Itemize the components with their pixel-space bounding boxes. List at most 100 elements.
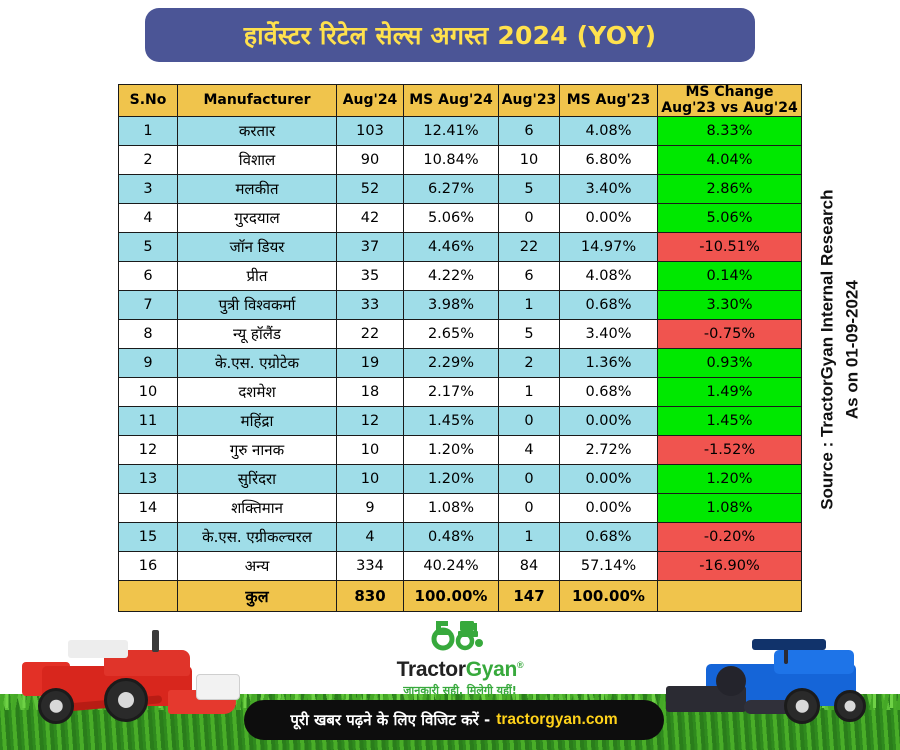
cell-sno: 11: [118, 406, 178, 437]
cell-ms-change: -10.51%: [657, 232, 802, 263]
cell-aug23: 1: [498, 522, 560, 553]
table-row: 13 सुरिंदरा 10 1.20% 0 0.00% 1.20%: [118, 464, 802, 495]
cell-manufacturer: न्यू हॉलैंड: [177, 319, 337, 350]
cell-sno: 4: [118, 203, 178, 234]
footer-band: TractorGyan® जानकारी सही, मिलेगी यहीं! प…: [0, 621, 900, 750]
cell-sno: 5: [118, 232, 178, 263]
logo-word-tractor: Tractor: [396, 658, 466, 681]
cell-ms-aug24: 1.20%: [403, 464, 499, 495]
cell-ms-change: 0.14%: [657, 261, 802, 292]
cell-aug24: 12: [336, 406, 404, 437]
cell-sno: 7: [118, 290, 178, 321]
cell-aug24: 103: [336, 116, 404, 147]
table-row: 15 के.एस. एग्रीकल्चरल 4 0.48% 1 0.68% -0.20%: [118, 522, 802, 553]
column-header-manufacturer: Manufacturer: [177, 83, 337, 118]
cell-ms-change: 0.93%: [657, 348, 802, 379]
cell-ms-aug23: 0.68%: [559, 522, 658, 553]
cell-ms-aug24: 2.29%: [403, 348, 499, 379]
cell-ms-aug24: 5.06%: [403, 203, 499, 234]
cell-ms-aug24: 40.24%: [403, 551, 499, 582]
table-total-row: कुल 830 100.00% 147 100.00%: [118, 580, 802, 613]
source-line-2: As on 01-09-2024: [842, 280, 862, 420]
cell-ms-aug24: 2.17%: [403, 377, 499, 408]
table-row: 2 विशाल 90 10.84% 10 6.80% 4.04%: [118, 145, 802, 176]
total-cell-sno: [118, 580, 178, 613]
cell-sno: 12: [118, 435, 178, 466]
cell-manufacturer: अन्य: [177, 551, 337, 582]
cell-aug24: 33: [336, 290, 404, 321]
cell-aug24: 10: [336, 464, 404, 495]
cell-ms-aug23: 0.00%: [559, 203, 658, 234]
cell-manufacturer: पुत्री विश्वकर्मा: [177, 290, 337, 321]
tractorgyan-logo[interactable]: TractorGyan® जानकारी सही, मिलेगी यहीं!: [370, 617, 550, 698]
cell-ms-change: 2.86%: [657, 174, 802, 205]
cell-ms-aug24: 6.27%: [403, 174, 499, 205]
cell-aug23: 0: [498, 493, 560, 524]
cell-ms-aug24: 1.08%: [403, 493, 499, 524]
column-header-ms-change: MS Change Aug'23 vs Aug'24: [657, 83, 802, 118]
cell-aug24: 37: [336, 232, 404, 263]
table-row: 12 गुरु नानक 10 1.20% 4 2.72% -1.52%: [118, 435, 802, 466]
cell-aug23: 10: [498, 145, 560, 176]
cell-aug24: 90: [336, 145, 404, 176]
column-header-sno: S.No: [118, 83, 178, 118]
cell-ms-change: 8.33%: [657, 116, 802, 147]
logo-word-gyan: Gyan: [465, 658, 518, 681]
cell-ms-aug23: 0.00%: [559, 464, 658, 495]
cell-ms-aug24: 12.41%: [403, 116, 499, 147]
cell-aug23: 22: [498, 232, 560, 263]
total-cell-aug23: 147: [498, 580, 560, 613]
cell-aug24: 9: [336, 493, 404, 524]
harvester-retail-sales-table: S.No Manufacturer Aug'24 MS Aug'24 Aug'2…: [118, 83, 802, 613]
cell-sno: 1: [118, 116, 178, 147]
source-note: Source : TractorGyan Internal Research A…: [805, 100, 875, 600]
cell-ms-change: 1.20%: [657, 464, 802, 495]
table-body: 1 करतार 103 12.41% 6 4.08% 8.33% 2 विशाल 90 10.84%…: [118, 116, 802, 613]
table-header-row: S.No Manufacturer Aug'24 MS Aug'24 Aug'2…: [118, 83, 802, 118]
cell-ms-aug23: 4.08%: [559, 116, 658, 147]
cell-manufacturer: के.एस. एग्रीकल्चरल: [177, 522, 337, 553]
visit-website-cta[interactable]: पूरी खबर पढ़ने के लिए विजिट करें - tract…: [244, 700, 664, 740]
cell-aug23: 4: [498, 435, 560, 466]
cell-ms-aug24: 0.48%: [403, 522, 499, 553]
column-header-aug24: Aug'24: [336, 83, 404, 118]
cell-sno: 10: [118, 377, 178, 408]
cell-manufacturer: महिंद्रा: [177, 406, 337, 437]
table-row: 8 न्यू हॉलैंड 22 2.65% 5 3.40% -0.75%: [118, 319, 802, 350]
cell-aug24: 35: [336, 261, 404, 292]
cell-ms-aug23: 4.08%: [559, 261, 658, 292]
total-cell-aug24: 830: [336, 580, 404, 613]
total-cell-label: कुल: [177, 580, 337, 613]
cta-label: पूरी खबर पढ़ने के लिए विजिट करें -: [290, 711, 491, 729]
cell-manufacturer: के.एस. एग्रोटेक: [177, 348, 337, 379]
cell-aug23: 5: [498, 319, 560, 350]
table-row: 6 प्रीत 35 4.22% 6 4.08% 0.14%: [118, 261, 802, 292]
table-row: 9 के.एस. एग्रोटेक 19 2.29% 2 1.36% 0.93%: [118, 348, 802, 379]
cell-aug24: 42: [336, 203, 404, 234]
cell-manufacturer: गुरदयाल: [177, 203, 337, 234]
table-row: 14 शक्तिमान 9 1.08% 0 0.00% 1.08%: [118, 493, 802, 524]
table-row: 5 जॉन डियर 37 4.46% 22 14.97% -10.51%: [118, 232, 802, 263]
cell-ms-aug23: 0.00%: [559, 406, 658, 437]
cell-ms-change: -16.90%: [657, 551, 802, 582]
total-cell-ms-change: [657, 580, 802, 613]
cell-ms-change: 1.08%: [657, 493, 802, 524]
cell-sno: 16: [118, 551, 178, 582]
table-row: 4 गुरदयाल 42 5.06% 0 0.00% 5.06%: [118, 203, 802, 234]
logo-tagline: जानकारी सही, मिलेगी यहीं!: [403, 684, 517, 697]
cell-aug24: 52: [336, 174, 404, 205]
cell-sno: 6: [118, 261, 178, 292]
cell-ms-change: 1.45%: [657, 406, 802, 437]
cell-sno: 15: [118, 522, 178, 553]
cell-aug23: 84: [498, 551, 560, 582]
total-cell-ms-aug23: 100.00%: [559, 580, 658, 613]
cell-ms-aug24: 10.84%: [403, 145, 499, 176]
cell-sno: 13: [118, 464, 178, 495]
cell-sno: 8: [118, 319, 178, 350]
cell-aug23: 0: [498, 464, 560, 495]
cell-manufacturer: सुरिंदरा: [177, 464, 337, 495]
cell-manufacturer: मलकीत: [177, 174, 337, 205]
cell-aug23: 5: [498, 174, 560, 205]
cell-ms-aug24: 4.46%: [403, 232, 499, 263]
cell-ms-aug24: 3.98%: [403, 290, 499, 321]
